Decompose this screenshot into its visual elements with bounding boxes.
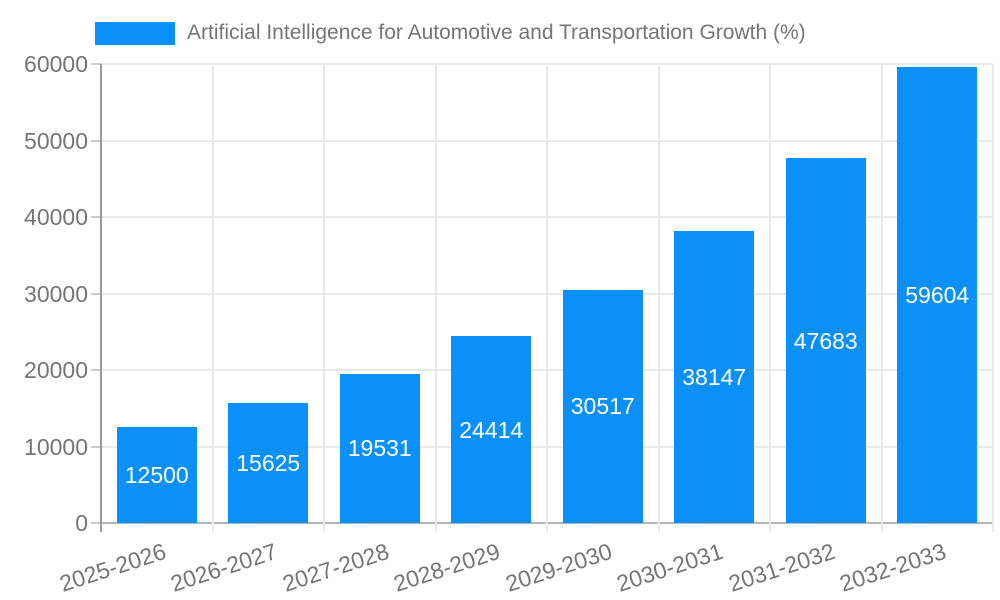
bar [228, 403, 309, 523]
legend-swatch [95, 22, 175, 45]
y-tick [91, 216, 101, 218]
y-tick-label: 30000 [24, 280, 88, 307]
bar-value-label: 47683 [793, 327, 858, 354]
y-tick-label: 50000 [24, 127, 88, 154]
bar-value-label: 38147 [682, 364, 747, 391]
bar-value-label: 19531 [347, 435, 412, 462]
x-gridline [434, 64, 437, 532]
bar [897, 67, 978, 523]
y-axis-line [100, 64, 102, 532]
bar [116, 427, 197, 523]
bar-value-label: 30517 [570, 393, 635, 420]
x-gridline [546, 64, 548, 532]
y-tick [91, 445, 101, 448]
bar [339, 373, 420, 523]
bar-value-label: 15625 [236, 450, 301, 477]
y-tick-label: 60000 [24, 51, 88, 77]
y-tick-label: 40000 [24, 204, 88, 230]
y-tick [91, 522, 101, 524]
chart-title: Artificial Intelligence for Automotive a… [187, 21, 806, 44]
x-gridline [323, 64, 325, 532]
bar [674, 231, 755, 523]
y-tick [91, 139, 101, 142]
y-tick-label: 0 [75, 510, 88, 536]
y-tick [91, 63, 101, 65]
bar [562, 289, 643, 523]
y-tick [91, 292, 101, 295]
x-gridline [769, 64, 771, 532]
bar-value-label: 59604 [905, 282, 970, 308]
bar [785, 158, 866, 523]
bar [451, 336, 532, 523]
y-tick-label: 10000 [24, 433, 88, 460]
x-gridline [657, 64, 660, 532]
bar-value-label: 24414 [459, 416, 524, 443]
bar-value-label: 12500 [124, 462, 189, 489]
y-tick-label: 20000 [24, 357, 88, 383]
x-gridline [880, 64, 883, 532]
y-tick [91, 369, 101, 371]
x-gridline [992, 64, 994, 532]
x-gridline [211, 64, 214, 532]
